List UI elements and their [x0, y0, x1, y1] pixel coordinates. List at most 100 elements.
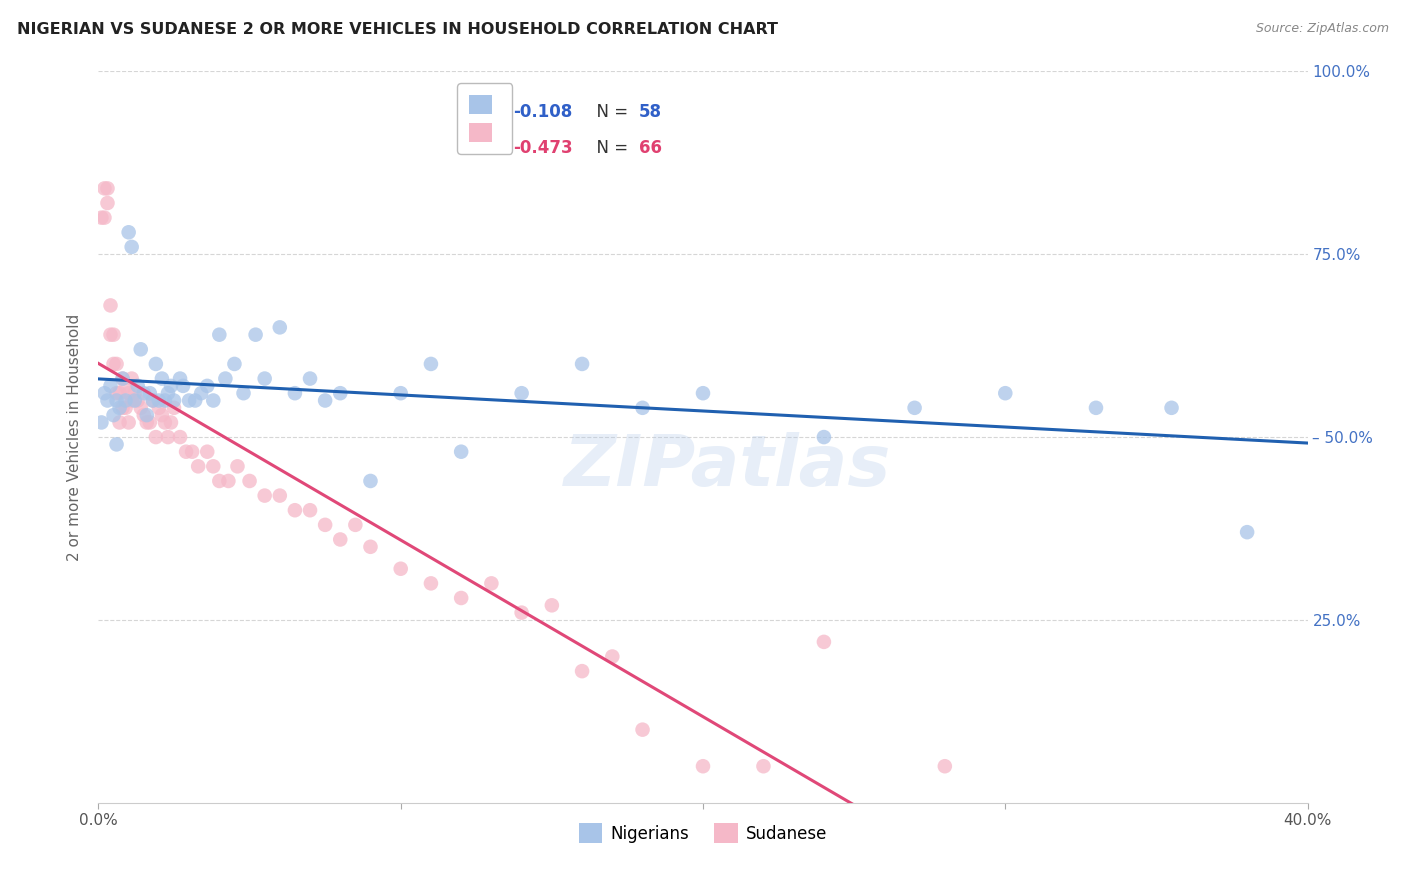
Point: [202, 393, 225, 408]
Point: [118, 225, 141, 239]
Point: [904, 401, 927, 415]
Point: [571, 664, 593, 678]
Text: N =: N =: [586, 103, 633, 120]
Point: [132, 408, 155, 422]
Point: [269, 320, 291, 334]
Point: [135, 408, 157, 422]
Point: [148, 393, 170, 408]
Point: [124, 386, 146, 401]
Point: [129, 401, 152, 415]
Point: [93, 181, 115, 195]
Point: [169, 371, 191, 385]
Point: [156, 430, 179, 444]
Point: [124, 393, 146, 408]
Point: [994, 386, 1017, 401]
Point: [121, 240, 143, 254]
Point: [329, 533, 352, 547]
Point: [420, 576, 443, 591]
Point: [121, 371, 143, 385]
Point: [299, 371, 322, 385]
Point: [103, 327, 125, 342]
Point: [692, 386, 714, 401]
Point: [96, 393, 118, 408]
Point: [129, 343, 152, 357]
Text: Source: ZipAtlas.com: Source: ZipAtlas.com: [1256, 22, 1389, 36]
Point: [96, 196, 118, 211]
Point: [239, 474, 262, 488]
Point: [284, 503, 307, 517]
Text: 66: 66: [638, 139, 662, 157]
Point: [142, 393, 165, 408]
Point: [232, 386, 254, 401]
Text: NIGERIAN VS SUDANESE 2 OR MORE VEHICLES IN HOUSEHOLD CORRELATION CHART: NIGERIAN VS SUDANESE 2 OR MORE VEHICLES …: [17, 22, 778, 37]
Point: [93, 211, 115, 225]
Point: [174, 444, 197, 458]
Point: [631, 723, 654, 737]
Point: [148, 401, 170, 415]
Point: [127, 379, 149, 393]
Point: [96, 181, 118, 195]
Point: [172, 379, 194, 393]
Point: [121, 393, 143, 408]
Point: [934, 759, 956, 773]
Point: [108, 416, 131, 430]
Point: [284, 386, 307, 401]
Point: [156, 386, 179, 401]
Point: [195, 444, 218, 458]
Point: [184, 393, 207, 408]
Point: [187, 459, 209, 474]
Point: [153, 393, 176, 408]
Point: [181, 444, 204, 458]
Point: [752, 759, 775, 773]
Point: [389, 386, 412, 401]
Point: [269, 489, 291, 503]
Point: [145, 357, 167, 371]
Point: [139, 386, 162, 401]
Text: R =: R =: [467, 103, 503, 120]
Point: [135, 416, 157, 430]
Point: [214, 371, 236, 385]
Point: [1160, 401, 1182, 415]
Point: [100, 327, 122, 342]
Point: [163, 393, 186, 408]
Point: [100, 379, 122, 393]
Point: [195, 379, 218, 393]
Point: [105, 437, 128, 451]
Text: N =: N =: [586, 139, 633, 157]
Point: [105, 386, 128, 401]
Point: [100, 298, 122, 312]
Text: -0.473: -0.473: [513, 139, 572, 157]
Point: [111, 371, 134, 385]
Point: [1236, 525, 1258, 540]
Point: [127, 393, 149, 408]
Point: [226, 459, 249, 474]
Point: [344, 517, 367, 532]
Point: [179, 393, 201, 408]
Point: [329, 386, 352, 401]
Point: [105, 393, 128, 408]
Point: [253, 489, 276, 503]
Point: [139, 416, 162, 430]
Point: [118, 416, 141, 430]
Text: 58: 58: [638, 103, 662, 120]
Point: [105, 357, 128, 371]
Point: [224, 357, 246, 371]
Point: [108, 401, 131, 415]
Point: [163, 401, 186, 415]
Point: [150, 371, 173, 385]
Point: [114, 401, 136, 415]
Point: [111, 401, 134, 415]
Point: [103, 357, 125, 371]
Point: [813, 635, 835, 649]
Point: [692, 759, 714, 773]
Point: [813, 430, 835, 444]
Point: [90, 211, 112, 225]
Point: [208, 474, 231, 488]
Point: [114, 379, 136, 393]
Point: [450, 444, 472, 458]
Point: [160, 416, 183, 430]
Point: [142, 393, 165, 408]
Point: [631, 401, 654, 415]
Point: [602, 649, 624, 664]
Point: [90, 416, 112, 430]
